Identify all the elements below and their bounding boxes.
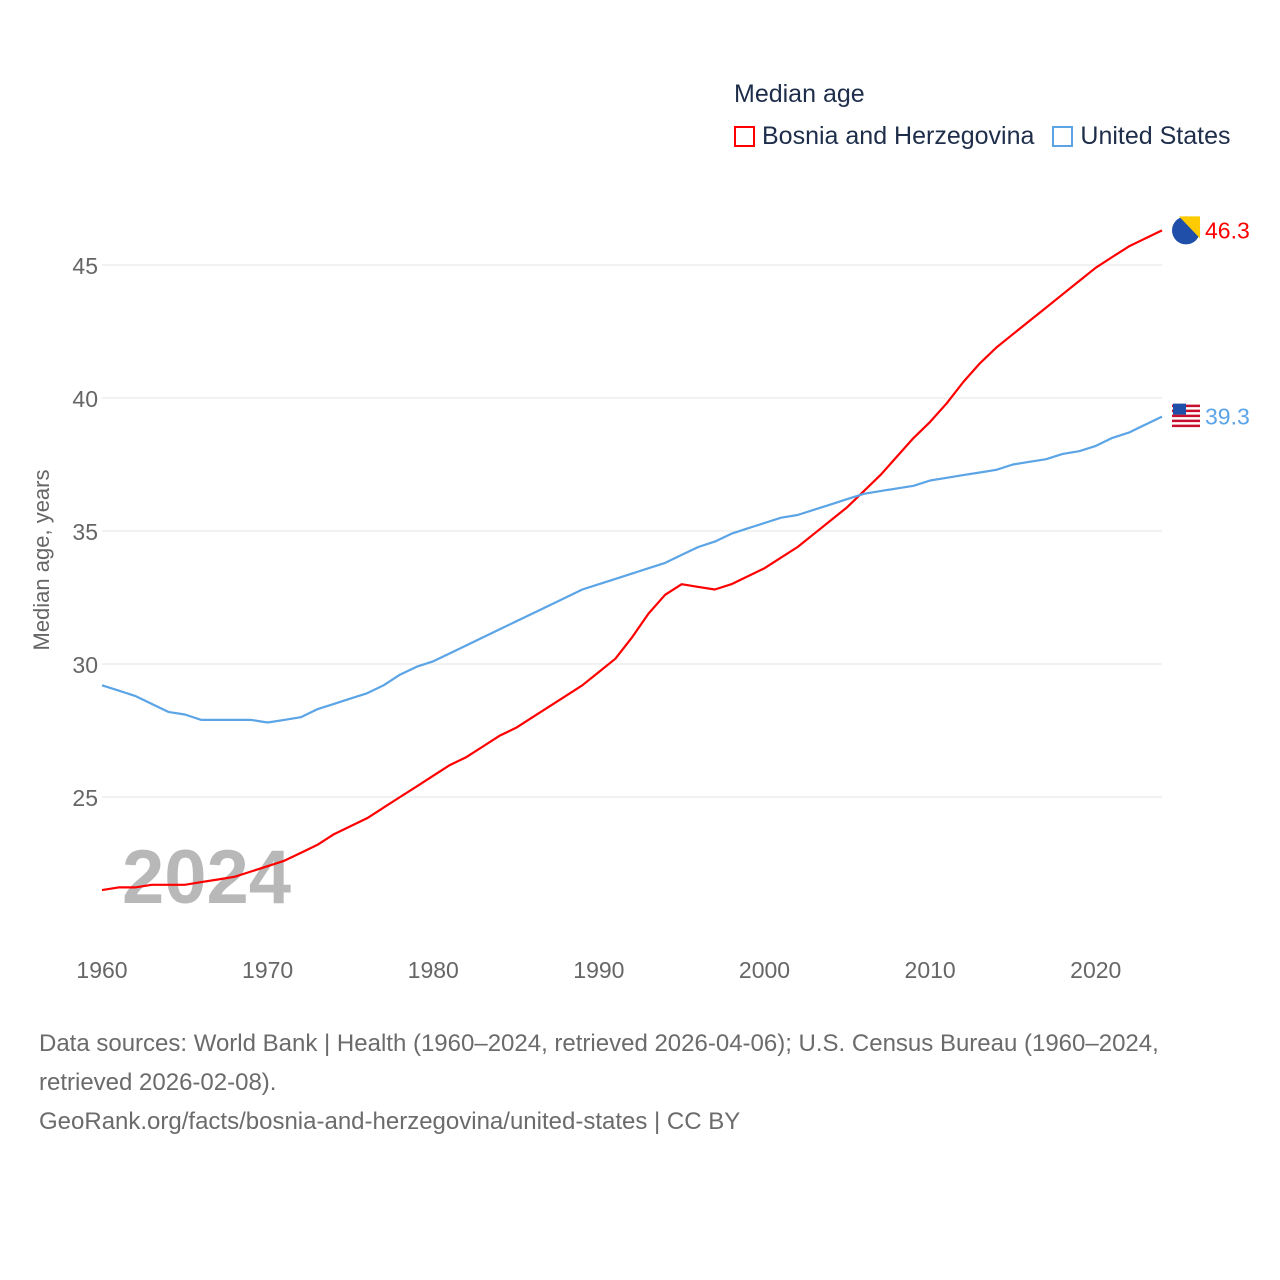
legend-item-us[interactable]: United States — [1052, 122, 1231, 151]
legend: Bosnia and Herzegovina United States — [734, 122, 1249, 151]
x-tick-label: 2000 — [739, 957, 790, 983]
end-value-label: 46.3 — [1205, 217, 1250, 243]
y-tick-label: 40 — [72, 386, 98, 412]
source-link[interactable]: GeoRank.org/facts/bosnia-and-herzegovina… — [39, 1108, 741, 1135]
us-flag-stripe — [1172, 414, 1200, 418]
x-tick-label: 1960 — [76, 957, 127, 983]
legend-title: Median age — [734, 80, 865, 108]
us-flag-stripe — [1172, 419, 1200, 423]
data-sources: Data sources: World Bank | Health (1960–… — [39, 1030, 1159, 1096]
legend-item-bosnia[interactable]: Bosnia and Herzegovina — [734, 122, 1034, 151]
series-line-bosnia — [101, 229, 1163, 892]
year-watermark: 2024 — [122, 835, 291, 920]
legend-label-us: United States — [1080, 122, 1231, 150]
footer: Data sources: World Bank | Health (1960–… — [39, 1024, 1249, 1141]
us-flag-stripe — [1172, 424, 1200, 428]
x-tick-label: 2010 — [905, 957, 956, 983]
x-tick-label: 1990 — [573, 957, 624, 983]
bosnia-flag-triangle — [1179, 216, 1200, 239]
y-tick-label: 35 — [72, 519, 98, 545]
legend-label-bosnia: Bosnia and Herzegovina — [762, 122, 1035, 150]
legend-swatch-us — [1052, 126, 1074, 147]
legend-swatch-bosnia — [734, 126, 755, 147]
x-tick-label: 2020 — [1070, 957, 1121, 983]
us-flag-canton — [1173, 403, 1186, 415]
series-line-us — [101, 415, 1163, 724]
y-tick-label: 25 — [72, 785, 98, 811]
y-tick-label: 30 — [72, 652, 98, 678]
y-tick-label: 45 — [72, 253, 98, 279]
x-tick-label: 1970 — [242, 957, 293, 983]
end-value-label: 39.3 — [1205, 404, 1250, 430]
x-tick-label: 1980 — [408, 957, 459, 983]
